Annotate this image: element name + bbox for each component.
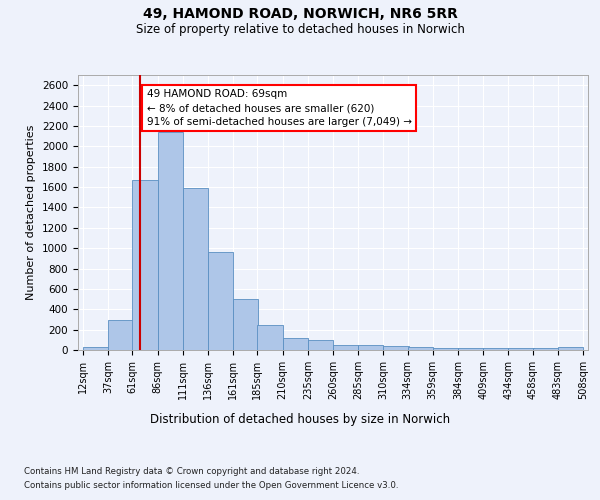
Bar xyxy=(407,347,433,350)
Bar xyxy=(458,348,483,350)
Bar xyxy=(208,252,233,350)
Bar xyxy=(308,340,333,350)
Text: 49 HAMOND ROAD: 69sqm
← 8% of detached houses are smaller (620)
91% of semi-deta: 49 HAMOND ROAD: 69sqm ← 8% of detached h… xyxy=(146,90,412,128)
Text: Size of property relative to detached houses in Norwich: Size of property relative to detached ho… xyxy=(136,22,464,36)
Bar xyxy=(358,345,383,350)
Bar xyxy=(83,348,108,350)
Bar xyxy=(483,348,508,350)
Y-axis label: Number of detached properties: Number of detached properties xyxy=(26,125,37,300)
Text: 49, HAMOND ROAD, NORWICH, NR6 5RR: 49, HAMOND ROAD, NORWICH, NR6 5RR xyxy=(143,8,457,22)
Bar xyxy=(383,346,409,350)
Text: Distribution of detached houses by size in Norwich: Distribution of detached houses by size … xyxy=(150,412,450,426)
Text: Contains public sector information licensed under the Open Government Licence v3: Contains public sector information licen… xyxy=(24,481,398,490)
Bar xyxy=(433,348,458,350)
Bar xyxy=(283,338,308,350)
Bar xyxy=(133,180,158,350)
Bar xyxy=(108,320,133,350)
Bar xyxy=(257,324,283,350)
Bar xyxy=(183,188,208,350)
Bar xyxy=(333,345,358,350)
Text: Contains HM Land Registry data © Crown copyright and database right 2024.: Contains HM Land Registry data © Crown c… xyxy=(24,468,359,476)
Bar xyxy=(533,348,558,350)
Bar xyxy=(558,348,583,350)
Bar xyxy=(508,348,533,350)
Bar xyxy=(158,132,183,350)
Bar xyxy=(233,299,259,350)
